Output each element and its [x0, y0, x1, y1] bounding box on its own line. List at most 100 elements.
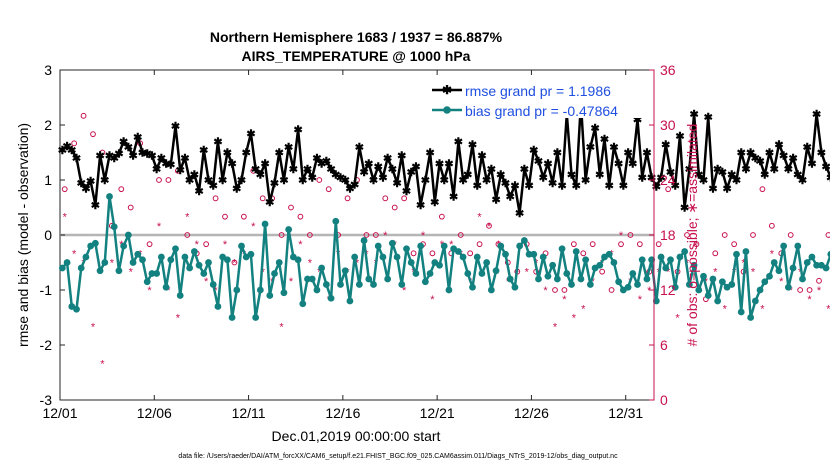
rmse-point: ✱ — [67, 145, 76, 157]
rmse-point: ✱ — [751, 153, 760, 165]
bias-point — [747, 314, 755, 321]
bias-point — [393, 253, 401, 261]
obs-assimilated-marker: * — [383, 230, 388, 242]
rmse-point: ✱ — [708, 183, 717, 195]
rmse-point: ✱ — [666, 167, 675, 179]
obs-possible-marker — [608, 287, 615, 293]
rmse-point: ✱ — [487, 164, 496, 176]
y-left-tick-label: 0 — [44, 227, 52, 243]
bias-point — [799, 275, 806, 283]
bias-point — [751, 297, 759, 305]
rmse-point: ✱ — [718, 167, 727, 179]
bias-point — [63, 259, 71, 266]
rmse-point: ✱ — [704, 112, 713, 124]
obs-assimilated-marker: * — [619, 230, 624, 242]
rmse-point: ✱ — [176, 165, 185, 177]
obs-possible-marker — [768, 222, 775, 229]
rmse-point: ✱ — [477, 150, 486, 162]
bias-point — [685, 281, 693, 288]
bias-point — [403, 245, 410, 253]
obs-assimilated-marker: * — [751, 267, 756, 279]
bias-point — [299, 300, 307, 308]
obs-possible-marker — [787, 232, 794, 238]
obs-possible-marker — [71, 140, 78, 147]
obs-assimilated-marker: * — [232, 258, 237, 270]
rmse-point: ✱ — [331, 170, 340, 182]
bias-point — [582, 256, 590, 264]
obs-possible-marker — [382, 195, 389, 202]
obs-assimilated-marker: * — [166, 285, 171, 297]
rmse-point: ✱ — [694, 170, 703, 182]
bias-point — [96, 267, 104, 275]
rmse-point: ✱ — [774, 139, 783, 151]
bias-point — [563, 270, 571, 277]
rmse-point: ✱ — [147, 150, 156, 162]
obs-assimilated-marker: * — [72, 248, 77, 260]
rmse-point: ✱ — [553, 148, 562, 160]
obs-possible-marker — [561, 287, 568, 293]
rmse-point: ✱ — [463, 170, 472, 182]
obs-assimilated-marker: * — [110, 258, 115, 270]
rmse-point: ✱ — [652, 182, 661, 194]
obs-assimilated-marker: * — [591, 276, 596, 288]
bias-point — [624, 283, 632, 291]
rmse-point: ✱ — [204, 175, 213, 187]
rmse-point: ✱ — [77, 178, 86, 190]
rmse-point: ✱ — [713, 164, 722, 176]
obs-assimilated-marker: * — [581, 303, 586, 315]
bias-point — [756, 286, 764, 294]
rmse-point: ✱ — [138, 148, 147, 160]
rmse-point: ✱ — [770, 164, 779, 176]
rmse-point: ✱ — [515, 208, 524, 220]
bias-point — [803, 259, 811, 266]
bias-point — [280, 289, 288, 297]
rmse-point: ✱ — [510, 181, 519, 193]
obs-possible-marker — [721, 232, 728, 238]
rmse-point: ✱ — [213, 137, 222, 149]
y-right-tick-label: 18 — [660, 227, 676, 243]
obs-assimilated-marker: * — [543, 285, 548, 297]
obs-possible-marker — [118, 186, 125, 193]
bias-point — [91, 239, 99, 247]
rmse-point: ✱ — [798, 175, 807, 187]
bias-point — [379, 253, 387, 261]
obs-possible-marker — [203, 241, 210, 248]
obs-possible-marker — [636, 241, 643, 248]
obs-possible-marker — [816, 277, 822, 284]
x-tick-label: 12/26 — [514, 405, 549, 421]
obs-assimilated-marker: * — [817, 285, 822, 297]
obs-possible-marker — [165, 177, 172, 183]
x-axis-label: Dec.01,2019 00:00:00 start — [272, 428, 441, 444]
bias-point — [332, 217, 340, 225]
obs-possible-marker — [684, 232, 690, 238]
rmse-point: ✱ — [317, 159, 326, 171]
rmse-point: ✱ — [133, 132, 142, 144]
obs-assimilated-marker: * — [572, 313, 577, 325]
rmse-point: ✱ — [180, 153, 189, 165]
bias-point — [313, 286, 321, 294]
bias-point — [110, 223, 118, 231]
rmse-point: ✱ — [661, 139, 670, 151]
rmse-point: ✱ — [374, 161, 383, 173]
rmse-point: ✱ — [671, 181, 680, 193]
bias-point — [535, 275, 542, 283]
rmse-point: ✱ — [496, 170, 505, 182]
bias-point — [492, 267, 500, 275]
y-right-tick-label: 24 — [660, 172, 676, 188]
rmse-point: ✱ — [699, 175, 708, 187]
obs-possible-marker — [259, 195, 266, 202]
obs-possible-marker — [363, 232, 370, 238]
rmse-point: ✱ — [407, 167, 416, 179]
rmse-point: ✱ — [312, 153, 321, 165]
rmse-point: ✱ — [341, 175, 350, 187]
bias-point — [652, 297, 660, 305]
rmse-point: ✱ — [166, 160, 175, 172]
bias-point — [643, 275, 651, 283]
bias-point — [275, 259, 283, 266]
legend-rmse-marker: ✱ — [442, 83, 452, 97]
rmse-point: ✱ — [755, 156, 764, 168]
rmse-point: ✱ — [416, 200, 425, 212]
bias-point — [483, 259, 491, 266]
bias-point — [530, 250, 538, 258]
